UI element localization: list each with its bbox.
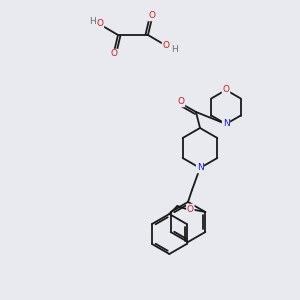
Text: O: O bbox=[223, 85, 230, 94]
Text: O: O bbox=[178, 98, 184, 106]
Text: O: O bbox=[187, 205, 194, 214]
Text: N: N bbox=[196, 164, 203, 172]
Text: H: H bbox=[88, 16, 95, 26]
Text: N: N bbox=[223, 119, 230, 128]
Text: O: O bbox=[163, 41, 170, 50]
Text: O: O bbox=[97, 20, 104, 28]
Text: H: H bbox=[171, 44, 177, 53]
Text: O: O bbox=[110, 50, 118, 58]
Text: O: O bbox=[148, 11, 155, 20]
